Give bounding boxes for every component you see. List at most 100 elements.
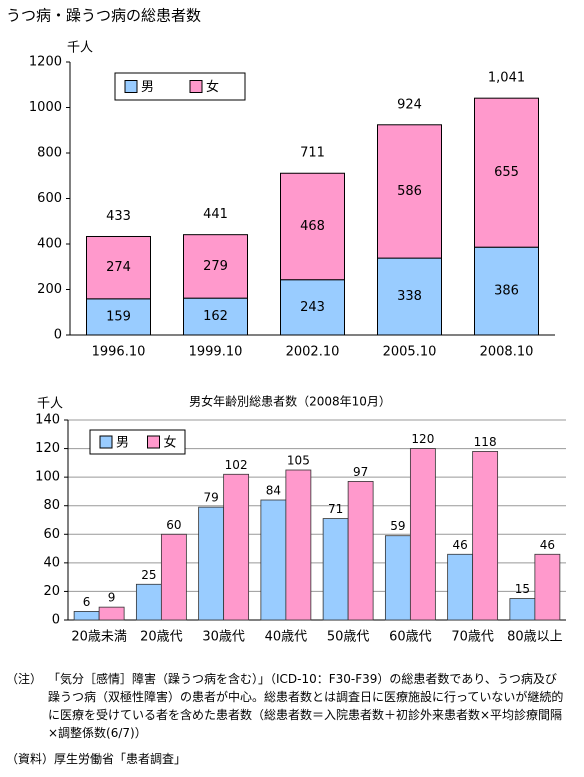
y-tick-label: 1200	[29, 55, 62, 70]
note-text: 「気分［感情］障害（躁うつ病を含む）」（ICD-10：F30-F39）の総患者数…	[48, 672, 564, 740]
value-label: 102	[225, 458, 248, 472]
y-unit: 千人	[67, 41, 93, 56]
y-tick-label: 40	[43, 555, 60, 570]
legend-label: 男	[116, 436, 129, 451]
bar	[285, 469, 312, 621]
value-label: 25	[141, 568, 156, 582]
value-label: 59	[390, 519, 405, 533]
source-text: 厚生労働省「患者調査」	[54, 752, 187, 766]
total-label: 711	[300, 146, 325, 161]
value-label: 97	[353, 465, 368, 479]
legend-swatch	[147, 435, 160, 449]
y-tick-label: 100	[35, 470, 60, 485]
x-tick-label: 20歳代	[140, 630, 183, 645]
y-tick-label: 600	[37, 191, 62, 206]
value-label: 15	[515, 582, 530, 596]
total-label: 441	[203, 207, 228, 222]
x-tick-label: 2008.10	[480, 345, 534, 360]
bar	[135, 583, 162, 621]
bar-segment	[86, 235, 151, 300]
legend-swatch	[189, 80, 203, 93]
value-label: 6	[83, 595, 91, 609]
value-label: 79	[203, 491, 218, 505]
bar	[98, 606, 125, 621]
source: （資料） 厚生労働省「患者調査」	[6, 750, 186, 768]
x-tick-label: 30歳代	[202, 630, 245, 645]
x-tick-label: 40歳代	[265, 630, 308, 645]
legend-label: 女	[206, 79, 219, 95]
note: （注） 「気分［感情］障害（躁うつ病を含む）」（ICD-10：F30-F39）の…	[6, 670, 568, 742]
x-tick-label: 1999.10	[189, 345, 243, 360]
bar	[384, 535, 411, 621]
bar	[73, 611, 100, 621]
value-label: 279	[203, 259, 228, 274]
legend-swatch	[99, 435, 113, 449]
y-tick-label: 800	[37, 146, 62, 161]
total-label: 924	[397, 97, 422, 112]
bar	[447, 553, 474, 621]
chart-title: うつ病・躁うつ病の総患者数	[6, 7, 201, 25]
value-label: 468	[300, 219, 325, 234]
bar	[472, 451, 499, 621]
bar-segment	[377, 124, 442, 259]
y-unit: 千人	[37, 397, 63, 412]
value-label: 159	[106, 309, 131, 324]
value-label: 120	[411, 432, 434, 446]
bar	[509, 598, 536, 621]
value-label: 71	[328, 502, 343, 516]
bar	[223, 473, 250, 621]
value-label: 46	[540, 538, 555, 552]
y-tick-label: 60	[43, 527, 60, 542]
bar-segment	[280, 279, 345, 336]
value-label: 9	[108, 591, 116, 605]
y-tick-label: 140	[35, 413, 60, 428]
x-tick-label: 20歳未満	[71, 630, 127, 645]
value-label: 586	[397, 184, 422, 199]
y-tick-label: 120	[35, 441, 60, 456]
legend-swatch	[124, 80, 138, 93]
legend-label: 男	[141, 80, 154, 95]
x-tick-label: 2005.10	[383, 345, 437, 360]
value-label: 243	[300, 300, 325, 315]
y-tick-label: 400	[37, 237, 62, 252]
value-label: 105	[287, 454, 310, 468]
x-tick-label: 2002.10	[286, 345, 340, 360]
source-label: （資料）	[6, 752, 55, 766]
bar	[160, 533, 187, 621]
y-tick-label: 20	[43, 584, 60, 599]
bar-segment	[474, 97, 539, 248]
x-tick-label: 1996.10	[92, 345, 146, 360]
note-label: （注）	[6, 672, 43, 686]
value-label: 46	[452, 538, 467, 552]
y-tick-label: 80	[43, 498, 60, 513]
total-label: 1,041	[488, 71, 525, 86]
bar-segment	[474, 246, 539, 336]
bar-segment	[86, 298, 151, 336]
y-tick-label: 1000	[29, 100, 62, 115]
value-label: 162	[203, 309, 228, 324]
value-label: 118	[474, 435, 497, 449]
value-label: 60	[166, 518, 181, 532]
y-tick-label: 0	[52, 613, 60, 628]
value-label: 338	[397, 289, 422, 304]
bar	[409, 448, 436, 621]
value-label: 274	[106, 260, 131, 275]
bar	[260, 499, 287, 621]
chart-title: 男女年齢別総患者数（2008年10月）	[189, 394, 391, 409]
value-label: 386	[494, 284, 519, 299]
bar-segment	[183, 234, 248, 299]
legend-label: 女	[164, 435, 177, 451]
y-tick-label: 200	[37, 282, 62, 297]
bar	[347, 481, 374, 621]
x-tick-label: 50歳代	[327, 630, 370, 645]
x-tick-label: 80歳以上	[507, 630, 563, 645]
total-label: 433	[106, 209, 131, 224]
bar	[322, 518, 349, 621]
x-tick-label: 60歳代	[389, 630, 432, 645]
bar-segment	[280, 172, 345, 281]
x-tick-label: 70歳代	[451, 630, 494, 645]
bar	[534, 553, 561, 621]
bar	[198, 506, 225, 621]
